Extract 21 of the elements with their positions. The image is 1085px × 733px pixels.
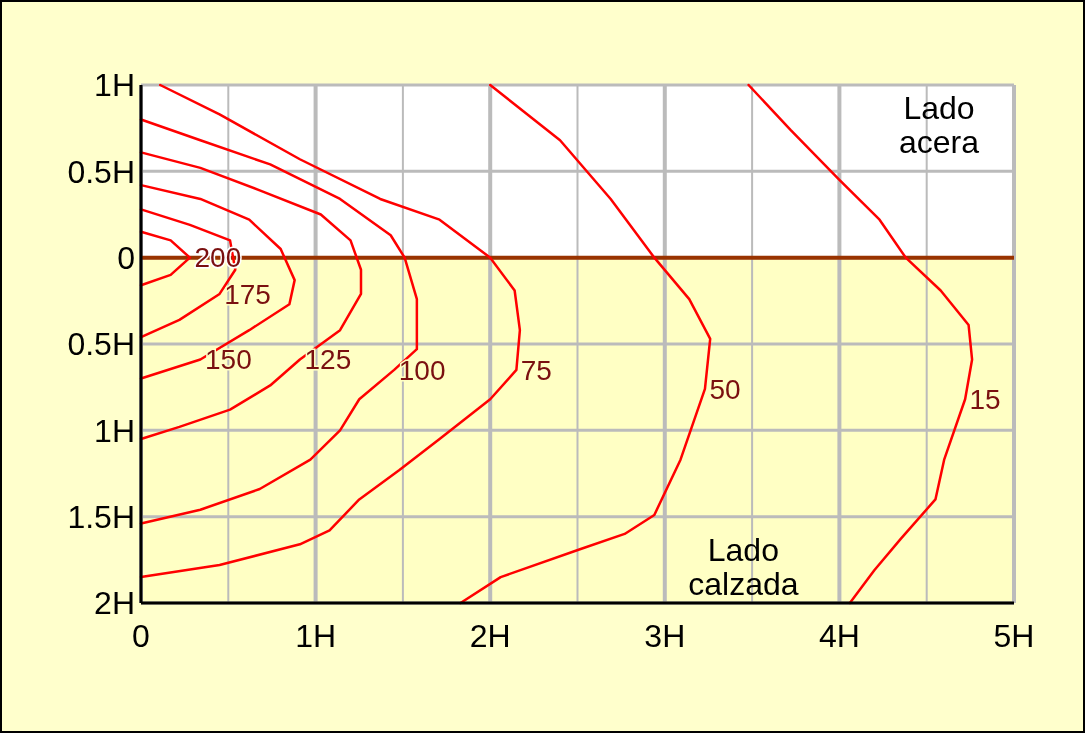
annotation: 15: [969, 384, 1001, 416]
annotation: 50: [709, 373, 741, 405]
y-tick-label: 2H: [94, 585, 135, 622]
band-label: Lado acera: [898, 90, 980, 160]
y-tick-label: 1H: [94, 412, 135, 449]
y-tick-label: 0.5H: [67, 153, 135, 190]
annotation: 175: [224, 278, 271, 310]
annotation: 75: [520, 354, 552, 386]
y-tick-label: 0.5H: [67, 326, 135, 363]
x-tick-label: 5H: [993, 618, 1035, 654]
x-tick-label: 4H: [818, 618, 860, 654]
x-tick-label: 3H: [644, 618, 686, 654]
y-tick-label: 1H: [94, 67, 135, 104]
y-tick-label: 1.5H: [67, 498, 135, 535]
x-tick-label: 2H: [469, 618, 511, 654]
annotation: 125: [304, 344, 352, 376]
annotation: 150: [205, 344, 252, 376]
annotation: 100: [398, 354, 446, 386]
y-tick-label: 0: [117, 239, 135, 276]
band-label: Lado calzada: [688, 532, 799, 602]
x-tick-label: 1H: [295, 618, 337, 654]
